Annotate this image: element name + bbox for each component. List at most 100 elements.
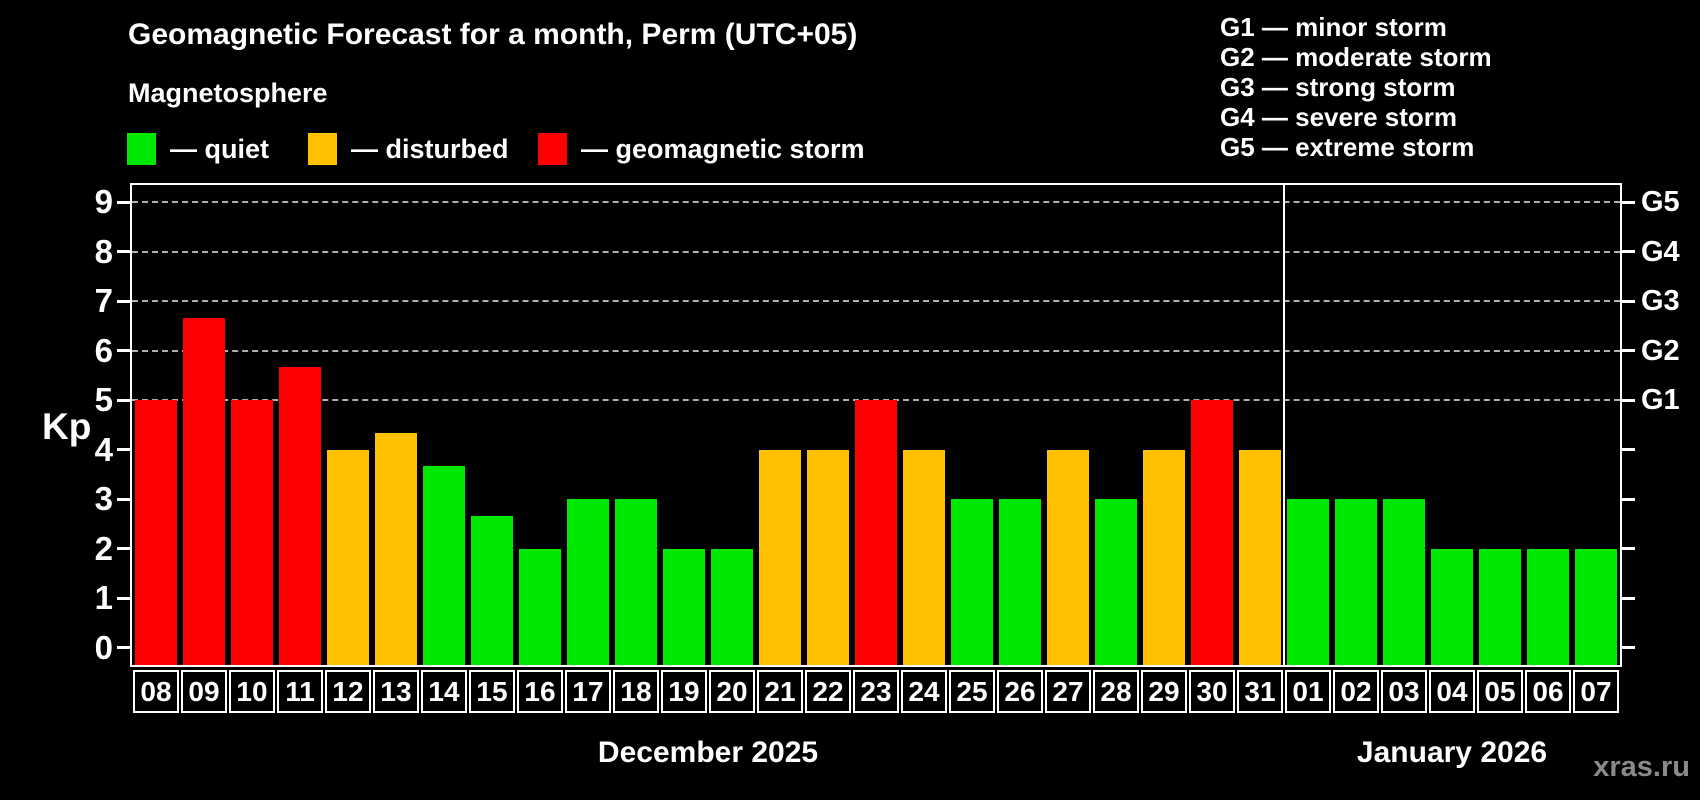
y-tick-label-9: 9 <box>94 183 113 221</box>
day-box-10: 10 <box>229 670 275 713</box>
kp-bar-06 <box>1527 548 1569 665</box>
y-tick-label-1: 1 <box>94 579 113 617</box>
y-tick-label-8: 8 <box>94 232 113 270</box>
day-box-24: 24 <box>901 670 947 713</box>
kp-bar-24 <box>903 449 945 665</box>
y-axis-title: Kp <box>42 406 92 447</box>
day-box-15: 15 <box>469 670 515 713</box>
kp-bar-14 <box>423 466 465 665</box>
right-axis-label-G4: G4 <box>1641 235 1680 268</box>
gridline-kp6 <box>132 349 1620 352</box>
day-box-31: 31 <box>1237 670 1283 713</box>
right-tick-9 <box>1622 200 1635 204</box>
y-tick-label-6: 6 <box>94 331 113 369</box>
kp-bar-20 <box>711 548 753 665</box>
y-tick-label-2: 2 <box>94 529 113 567</box>
kp-bar-13 <box>375 433 417 665</box>
left-tick-3 <box>117 497 130 501</box>
right-tick-5 <box>1622 398 1635 402</box>
left-tick-2 <box>117 547 130 551</box>
day-box-27: 27 <box>1045 670 1091 713</box>
gridline-kp7 <box>132 300 1620 303</box>
legend-item-disturbed: — disturbed <box>308 132 509 166</box>
legend-label: — quiet <box>170 133 269 164</box>
day-box-08: 08 <box>133 670 179 713</box>
gridline-kp8 <box>132 250 1620 253</box>
day-box-26: 26 <box>997 670 1043 713</box>
kp-bar-01 <box>1287 499 1329 665</box>
day-box-20: 20 <box>709 670 755 713</box>
day-box-19: 19 <box>661 670 707 713</box>
month-label-december: December 2025 <box>597 736 819 769</box>
storm-swatch-icon <box>538 133 567 165</box>
kp-bar-10 <box>231 400 273 665</box>
kp-bar-16 <box>519 548 561 665</box>
kp-bar-23 <box>855 400 897 665</box>
y-tick-label-0: 0 <box>94 628 113 666</box>
right-axis-label-G5: G5 <box>1641 186 1680 219</box>
plot-area <box>130 183 1622 667</box>
kp-bar-12 <box>327 449 369 665</box>
kp-bar-05 <box>1479 548 1521 665</box>
g-scale-legend-row: G1 — minor storm <box>1220 12 1447 42</box>
g-scale-legend-row: G3 — strong storm <box>1220 72 1456 102</box>
kp-bar-11 <box>279 367 321 665</box>
day-box-22: 22 <box>805 670 851 713</box>
month-separator-line <box>1283 185 1285 665</box>
right-tick-3 <box>1622 497 1635 501</box>
kp-bar-26 <box>999 499 1041 665</box>
day-box-04: 04 <box>1429 670 1475 713</box>
chart-subtitle: Magnetosphere <box>128 78 328 108</box>
day-box-28: 28 <box>1093 670 1139 713</box>
right-axis-label-G2: G2 <box>1641 334 1680 367</box>
left-tick-9 <box>117 200 130 204</box>
day-box-12: 12 <box>325 670 371 713</box>
day-box-25: 25 <box>949 670 995 713</box>
day-box-17: 17 <box>565 670 611 713</box>
day-box-03: 03 <box>1381 670 1427 713</box>
disturbed-swatch-icon <box>308 133 337 165</box>
left-tick-0 <box>117 646 130 650</box>
day-box-07: 07 <box>1573 670 1619 713</box>
kp-bar-19 <box>663 548 705 665</box>
right-tick-6 <box>1622 349 1635 353</box>
kp-bar-30 <box>1191 400 1233 665</box>
left-tick-8 <box>117 250 130 254</box>
gridline-kp9 <box>132 201 1620 204</box>
right-tick-8 <box>1622 250 1635 254</box>
quiet-swatch-icon <box>127 133 156 165</box>
right-tick-0 <box>1622 646 1635 650</box>
right-tick-1 <box>1622 596 1635 600</box>
legend-item-storm: — geomagnetic storm <box>538 132 865 166</box>
legend-item-quiet: — quiet <box>127 132 269 166</box>
kp-bar-09 <box>183 317 225 665</box>
day-box-21: 21 <box>757 670 803 713</box>
kp-bar-29 <box>1143 449 1185 665</box>
left-tick-7 <box>117 299 130 303</box>
gridline-kp5 <box>132 399 1620 402</box>
kp-bar-03 <box>1383 499 1425 665</box>
day-box-14: 14 <box>421 670 467 713</box>
right-axis-label-G3: G3 <box>1641 285 1680 318</box>
right-tick-2 <box>1622 547 1635 551</box>
day-box-06: 06 <box>1525 670 1571 713</box>
g-scale-legend-row: G5 — extreme storm <box>1220 132 1475 162</box>
kp-bar-17 <box>567 499 609 665</box>
day-box-30: 30 <box>1189 670 1235 713</box>
g-scale-legend-row: G4 — severe storm <box>1220 102 1458 132</box>
day-box-13: 13 <box>373 670 419 713</box>
watermark: xras.ru <box>1593 751 1690 783</box>
kp-bar-21 <box>759 449 801 665</box>
y-tick-label-7: 7 <box>94 282 113 320</box>
day-box-16: 16 <box>517 670 563 713</box>
kp-bar-07 <box>1575 548 1617 665</box>
right-tick-7 <box>1622 299 1635 303</box>
chart-title: Geomagnetic Forecast for a month, Perm (… <box>128 18 858 51</box>
legend-label: — disturbed <box>351 133 509 164</box>
day-box-01: 01 <box>1285 670 1331 713</box>
y-tick-label-3: 3 <box>94 480 113 518</box>
kp-bar-02 <box>1335 499 1377 665</box>
kp-bar-18 <box>615 499 657 665</box>
kp-bar-08 <box>135 400 177 665</box>
